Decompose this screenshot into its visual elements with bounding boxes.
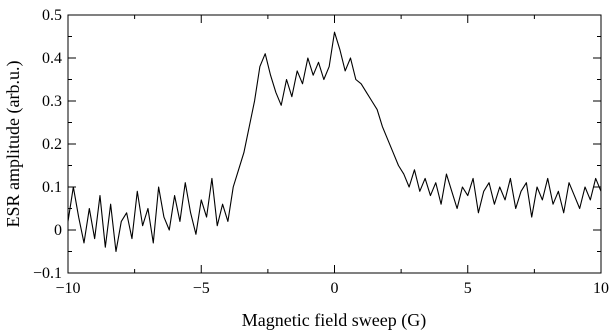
- y-tick-label: 0.4: [42, 50, 62, 67]
- x-tick-label: 0: [331, 280, 339, 297]
- y-tick-label: 0: [54, 222, 62, 239]
- x-tick-label: −10: [55, 280, 80, 297]
- series-line: [67, 31, 602, 253]
- axis-ticks: [67, 14, 602, 274]
- y-axis-label: ESR amplitude (arb.u.): [3, 61, 24, 228]
- x-tick-label: −5: [193, 280, 210, 297]
- y-tick-label: 0.2: [42, 136, 62, 153]
- y-tick-label: 0.1: [42, 179, 62, 196]
- x-tick-label: 5: [464, 280, 472, 297]
- y-tick-label: 0.5: [42, 7, 62, 24]
- y-tick-label: 0.3: [42, 93, 62, 110]
- x-axis-label: Magnetic field sweep (G): [242, 310, 426, 331]
- x-tick-label: 10: [593, 280, 609, 297]
- tick-labels: −10 −5 0 5 10 −0.1 0 0.1 0.2 0.3 0.4 0.5: [33, 7, 609, 297]
- plot-frame: [67, 14, 602, 274]
- y-tick-label: −0.1: [33, 265, 62, 282]
